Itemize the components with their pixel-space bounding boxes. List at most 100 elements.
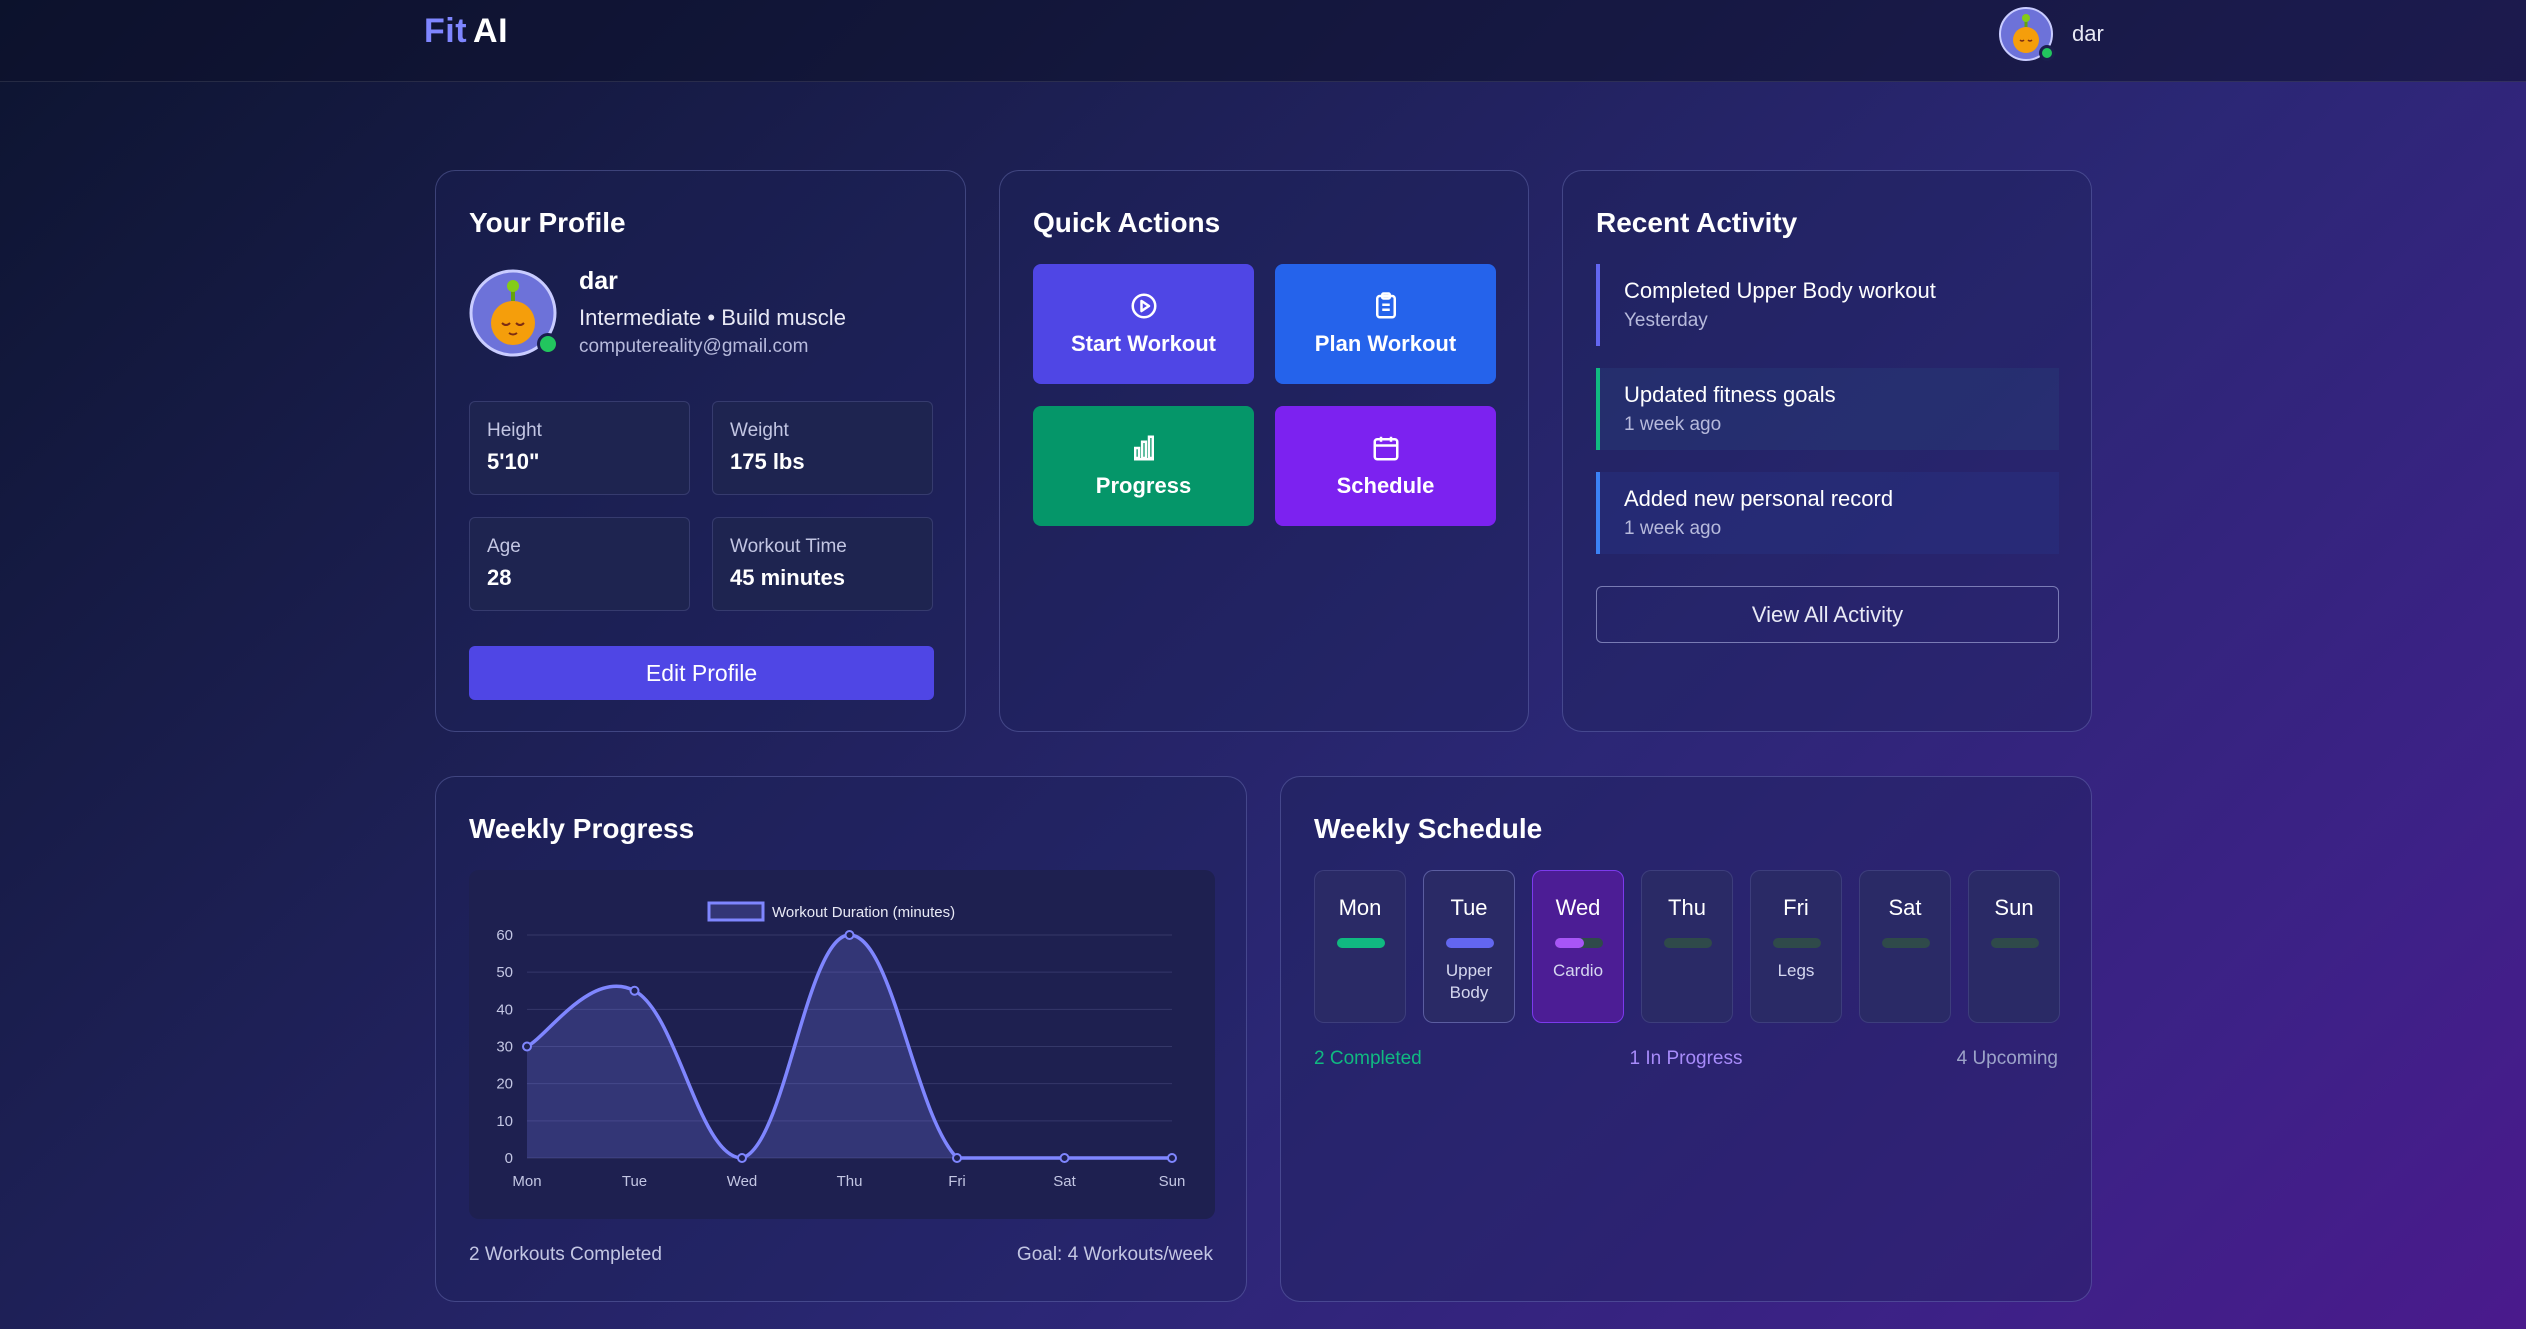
logo-fit: Fit <box>424 12 468 50</box>
activity-title: Added new personal record <box>1624 486 1894 511</box>
activity-time: 1 week ago <box>1624 518 1722 539</box>
profile-avatar <box>469 269 559 357</box>
profile-card: Your Profile dar Intermediate • Build mu… <box>435 170 966 732</box>
logo-ai: AI <box>473 12 509 50</box>
recent-activity-title: Recent Activity <box>1596 207 1798 238</box>
weekly-progress-card: Weekly Progress 0 10 20 30 40 50 60 Mon Tue Wed Th… <box>435 776 1247 1302</box>
quick-actions-title: Quick Actions <box>1033 207 1221 238</box>
legend-label: Workout Duration (minutes) <box>772 904 955 921</box>
weekly-goal-text: Goal: 4 Workouts/week <box>1016 1244 1213 1265</box>
x-tick-label: Wed <box>727 1173 758 1190</box>
edit-profile-button[interactable]: Edit Profile <box>469 646 934 700</box>
activity-item[interactable]: Completed Upper Body workout Yesterday <box>1596 264 2059 346</box>
online-status-dot <box>537 333 559 355</box>
stat-label: Weight <box>730 420 789 441</box>
recent-activity-card: Recent Activity Completed Upper Body wor… <box>1562 170 2092 732</box>
weekly-schedule-title: Weekly Schedule <box>1314 813 1543 844</box>
x-tick-label: Fri <box>948 1173 966 1190</box>
data-point-fri <box>952 1153 962 1163</box>
user-name: dar <box>2072 21 2104 46</box>
x-tick-label: Thu <box>837 1173 863 1190</box>
qa-label: Progress <box>1095 473 1192 498</box>
stat-age: Age 28 <box>469 517 690 611</box>
workouts-completed-text: 2 Workouts Completed <box>469 1244 662 1265</box>
day-progress-bar <box>1773 938 1821 948</box>
play-circle-icon <box>1131 293 1156 319</box>
day-progress-fill <box>1337 938 1385 948</box>
y-tick-label: 40 <box>496 1001 513 1018</box>
progress-button[interactable]: Progress <box>1033 406 1254 526</box>
schedule-day-wed[interactable]: Wed Cardio <box>1532 870 1624 1023</box>
data-point-sat <box>1059 1153 1070 1163</box>
stat-workout-time: Workout Time 45 minutes <box>712 517 933 611</box>
stat-value: 28 <box>487 565 512 590</box>
y-tick-label: 20 <box>496 1076 513 1093</box>
stat-label: Height <box>487 420 542 441</box>
bar-chart-icon <box>1133 435 1154 461</box>
weekly-schedule-card: Weekly Schedule Mon Tue Upper Body Wed Cardi… <box>1280 776 2092 1302</box>
day-progress-bar <box>1991 938 2039 948</box>
day-progress-bar <box>1882 938 1930 948</box>
schedule-day-sun[interactable]: Sun <box>1968 870 2060 1023</box>
in-progress-count: 1 In Progress <box>1629 1048 1743 1069</box>
x-tick-label: Sun <box>1159 1173 1186 1190</box>
activity-item[interactable]: Added new personal record 1 week ago <box>1596 472 2059 554</box>
stat-label: Age <box>487 536 521 557</box>
profile-title: Your Profile <box>469 207 626 238</box>
y-tick-label: 0 <box>505 1150 513 1167</box>
stat-weight: Weight 175 lbs <box>712 401 933 495</box>
avatar-image <box>1999 7 2053 61</box>
schedule-day-mon[interactable]: Mon <box>1314 870 1406 1023</box>
schedule-day-fri[interactable]: Fri Legs <box>1750 870 1842 1023</box>
activity-title: Completed Upper Body workout <box>1624 278 1936 303</box>
day-name: Wed <box>1555 895 1601 920</box>
top-navigation-bar: Fit AI dar <box>0 0 2526 82</box>
schedule-day-thu[interactable]: Thu <box>1641 870 1733 1023</box>
day-name: Tue <box>1450 895 1488 920</box>
profile-name: dar <box>579 267 618 295</box>
schedule-button[interactable]: Schedule <box>1275 406 1496 526</box>
data-point-thu <box>844 930 855 940</box>
activity-title: Updated fitness goals <box>1624 382 1836 407</box>
activity-item[interactable]: Updated fitness goals 1 week ago <box>1596 368 2059 450</box>
legend-swatch <box>707 901 765 922</box>
chart-labels: 0 10 20 30 40 50 60 Mon Tue Wed Thu Fri Sat Sun <box>496 927 1185 1190</box>
data-point-tue <box>629 985 640 996</box>
activity-time: Yesterday <box>1624 310 1708 331</box>
day-progress-bar <box>1446 938 1494 948</box>
user-menu[interactable]: dar <box>1998 6 2104 62</box>
day-name: Mon <box>1338 895 1382 920</box>
profile-email: computereality@gmail.com <box>579 336 809 357</box>
clipboard-icon <box>1375 292 1396 319</box>
y-tick-label: 30 <box>496 1039 513 1056</box>
stat-height: Height 5'10" <box>469 401 690 495</box>
day-progress-fill <box>1555 938 1584 948</box>
app-logo[interactable]: Fit AI <box>424 12 508 51</box>
stat-label: Workout Time <box>730 536 847 557</box>
schedule-day-sat[interactable]: Sat <box>1859 870 1951 1023</box>
y-tick-label: 60 <box>496 927 513 944</box>
qa-label: Start Workout <box>1070 331 1217 356</box>
upcoming-count: 4 Upcoming <box>1956 1048 2058 1069</box>
view-all-activity-button[interactable]: View All Activity <box>1596 586 2059 643</box>
plan-workout-button[interactable]: Plan Workout <box>1275 264 1496 384</box>
online-status-dot <box>2039 45 2055 61</box>
series-area-fill <box>527 935 1172 1158</box>
day-progress-bar <box>1664 938 1712 948</box>
profile-avatar-image <box>469 269 557 357</box>
data-point-mon <box>522 1041 532 1052</box>
activity-time: 1 week ago <box>1624 414 1722 435</box>
data-point-sun <box>1167 1153 1177 1163</box>
day-progress-bar <box>1555 938 1603 948</box>
schedule-day-tue[interactable]: Tue Upper Body <box>1423 870 1515 1023</box>
data-point-wed <box>737 1153 747 1163</box>
start-workout-button[interactable]: Start Workout <box>1033 264 1254 384</box>
chart-points <box>522 930 1177 1163</box>
day-workout-label: Cardio <box>1552 961 1604 980</box>
calendar-icon <box>1373 436 1398 461</box>
chart-legend[interactable]: Workout Duration (minutes) <box>707 901 955 922</box>
x-tick-label: Sat <box>1053 1173 1076 1190</box>
stat-value: 5'10" <box>487 449 540 474</box>
stat-value: 175 lbs <box>730 449 805 474</box>
qa-label: Plan Workout <box>1314 331 1457 356</box>
